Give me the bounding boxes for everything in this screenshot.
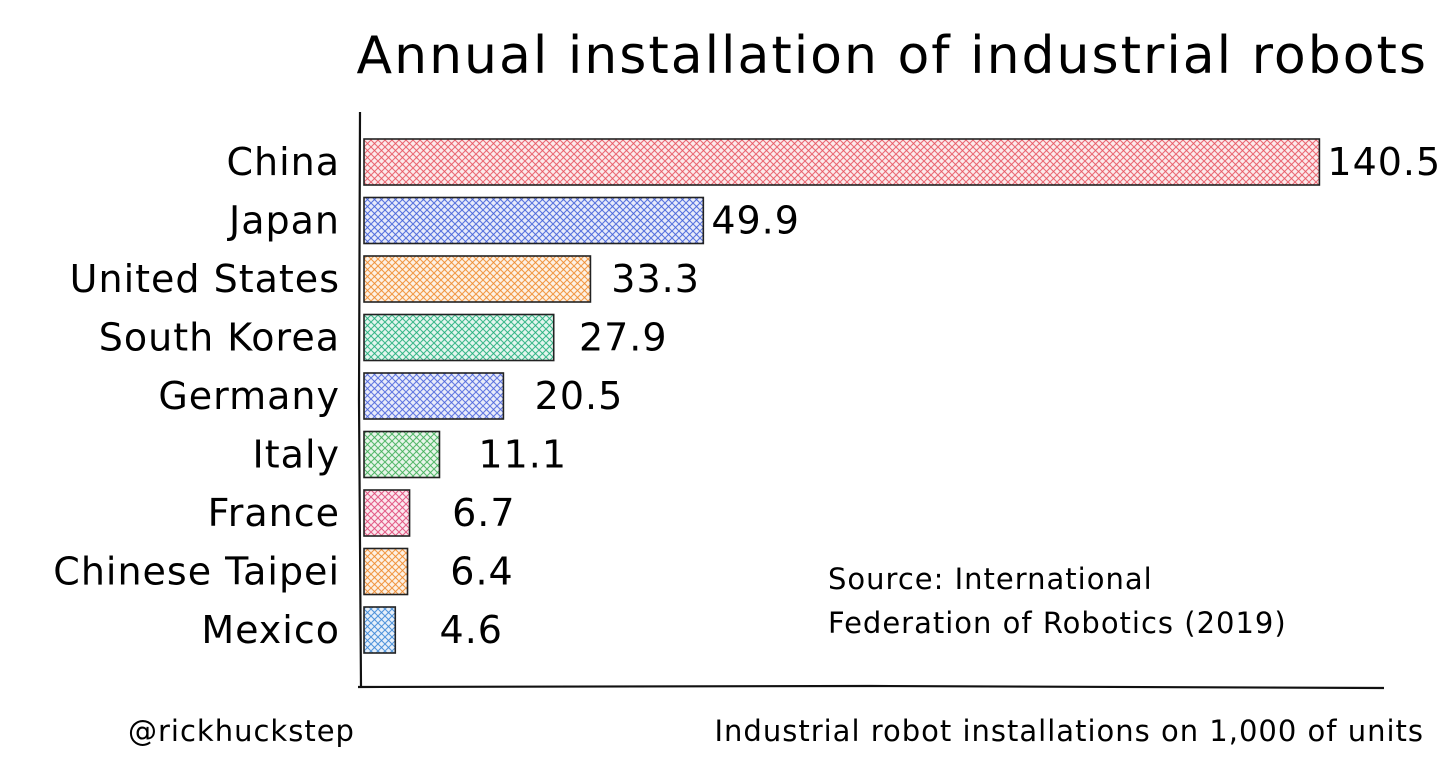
bar-united-states	[363, 255, 592, 303]
bar-japan	[363, 196, 705, 245]
bar-italy	[363, 430, 441, 479]
bar-china	[363, 138, 1321, 186]
value-label: 4.6	[440, 608, 503, 652]
chart-title: Annual installation of industrial robots	[357, 26, 1428, 86]
x-axis-line	[357, 684, 1385, 690]
bar-south-korea	[363, 313, 555, 362]
value-label: 20.5	[535, 374, 624, 418]
value-label: 6.4	[450, 550, 513, 594]
x-axis-label: Industrial robot installations on 1,000 …	[715, 714, 1425, 748]
category-label: South Korea	[99, 316, 340, 360]
bar-germany	[363, 372, 505, 420]
bar-chinese-taipei	[363, 547, 409, 596]
value-label: 33.3	[611, 257, 700, 301]
category-label: China	[226, 140, 340, 184]
bar-mexico	[363, 606, 397, 654]
value-label: 6.7	[452, 491, 515, 535]
credit-handle: @rickhuckstep	[128, 714, 355, 748]
category-label: Germany	[158, 374, 340, 418]
value-label: 49.9	[711, 199, 800, 243]
bar-france	[363, 489, 411, 537]
value-label: 27.9	[579, 316, 668, 360]
category-label: United States	[70, 257, 340, 301]
source-note-line-2: Federation of Robotics (2019)	[828, 606, 1287, 640]
value-label: 140.5	[1327, 140, 1441, 184]
category-label: Mexico	[201, 608, 340, 652]
category-label: France	[208, 491, 340, 535]
category-label: Chinese Taipei	[53, 550, 340, 594]
y-axis-line	[357, 111, 363, 689]
source-note-line-1: Source: International	[828, 562, 1153, 596]
category-label: Italy	[253, 433, 340, 477]
category-label: Japan	[227, 199, 340, 243]
axes	[357, 111, 1385, 690]
value-label: 11.1	[478, 433, 567, 477]
